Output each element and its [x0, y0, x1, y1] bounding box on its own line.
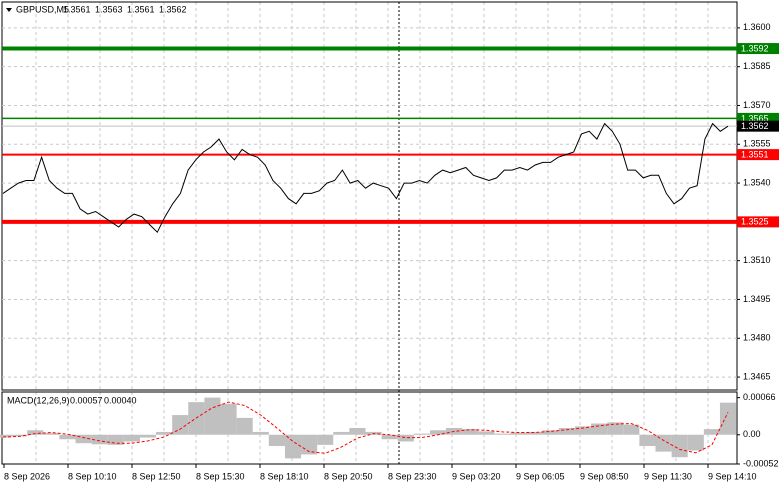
x-tick-label: 8 Sep 12:50 [132, 471, 181, 481]
macd-bar [301, 434, 318, 455]
macd-bar [43, 433, 60, 435]
signal-line [2, 401, 729, 454]
macd-bar [607, 422, 624, 435]
x-tick-label: 8 Sep 18:10 [260, 471, 309, 481]
macd-title: MACD(12,26,9) [7, 395, 70, 405]
macd-bar [123, 434, 140, 442]
price-label: 1.3525 [741, 217, 769, 227]
macd-panel-border [1, 391, 738, 465]
macd-bar [59, 434, 76, 440]
y-tick-label: 1.3540 [743, 177, 771, 187]
x-tick-label: 8 Sep 15:30 [196, 471, 245, 481]
macd-bar [381, 434, 398, 440]
price-label-box [737, 112, 779, 124]
macd-bar [413, 433, 430, 435]
macd-bar [542, 430, 559, 435]
x-tick-label: 9 Sep 11:30 [644, 471, 692, 481]
macd-bar [349, 428, 366, 435]
y-tick-label: 1.3495 [743, 294, 771, 304]
macd-reading: 0.00057 [70, 395, 103, 405]
macd-bar [91, 434, 108, 445]
y-tick-label: 0.00 [743, 429, 761, 439]
macd-bar [252, 431, 269, 435]
macd-bar [591, 423, 608, 435]
price-label-box [737, 216, 779, 228]
macd-bar [75, 434, 92, 444]
macd-bar [719, 402, 737, 435]
x-tick-label: 9 Sep 14:10 [708, 471, 757, 481]
macd-bar [0, 434, 12, 438]
y-tick-label: 1.3600 [743, 22, 771, 32]
macd-bar [172, 415, 189, 435]
menu-arrow[interactable] [6, 8, 12, 12]
y-tick-label: 1.3555 [743, 139, 771, 149]
macd-bar [558, 428, 575, 435]
price-label-box [737, 149, 779, 161]
x-tick-label: 9 Sep 06:05 [516, 471, 565, 481]
symbol-title: GBPUSD,M5 [16, 4, 69, 14]
macd-bar [204, 397, 221, 435]
vertical-grid [35, 2, 709, 464]
macd-bar [623, 424, 640, 435]
x-tick-label: 8 Sep 23:30 [388, 471, 437, 481]
macd-bar [478, 431, 495, 435]
ohlc-value: 1.3563 [95, 4, 123, 14]
macd-bar [687, 434, 704, 451]
macd-reading: 0.00040 [104, 395, 137, 405]
x-tick-label: 9 Sep 03:20 [452, 471, 501, 481]
macd-bar [510, 432, 527, 435]
price-line [2, 122, 729, 234]
y-tick-label: 1.3570 [743, 100, 771, 110]
x-tick-label: 8 Sep 20:50 [324, 471, 373, 481]
y-tick-label: 1.3585 [743, 61, 771, 71]
y-tick-label: 1.3510 [743, 255, 771, 265]
y-tick-label: 1.3465 [743, 371, 771, 381]
main-panel-border [1, 1, 738, 391]
price-label: 1.3551 [741, 149, 769, 159]
macd-bar [574, 426, 592, 435]
price-label: 1.3562 [741, 121, 769, 131]
price-label: 1.3565 [741, 113, 769, 123]
macd-bar [11, 434, 28, 437]
macd-bar [220, 403, 237, 435]
y-tick-label: 0.00066 [743, 392, 776, 402]
ohlc-value: 1.3561 [127, 4, 155, 14]
macd-bar [236, 417, 253, 435]
ohlc-value: 1.3562 [159, 4, 187, 14]
macd-bar [284, 434, 302, 459]
y-tick-label: -0.00052 [743, 458, 779, 468]
macd-bar [317, 434, 334, 445]
price-label-box [737, 43, 779, 55]
macd-bar [639, 434, 656, 446]
x-tick-label: 9 Sep 08:50 [580, 471, 629, 481]
macd-bar [494, 433, 511, 435]
macd-bar [139, 434, 157, 438]
macd-bar [268, 434, 285, 446]
macd-bar [703, 429, 720, 435]
macd-bar [27, 430, 44, 435]
macd-bar [462, 429, 479, 435]
macd-bar [156, 431, 173, 435]
macd-bar [526, 431, 543, 435]
macd-bar [429, 430, 447, 435]
price-label-box [737, 120, 779, 132]
x-tick-label: 8 Sep 10:10 [68, 471, 117, 481]
macd-bar [397, 434, 414, 442]
macd-bar [655, 434, 672, 452]
price-label: 1.3592 [741, 43, 769, 53]
y-tick-label: 1.3480 [743, 333, 771, 343]
macd-bar [333, 431, 350, 435]
macd-bar [671, 434, 688, 458]
macd-bar [107, 434, 124, 445]
ohlc-value: 1.3561 [63, 4, 91, 14]
x-tick-label: 8 Sep 2026 [4, 471, 50, 481]
